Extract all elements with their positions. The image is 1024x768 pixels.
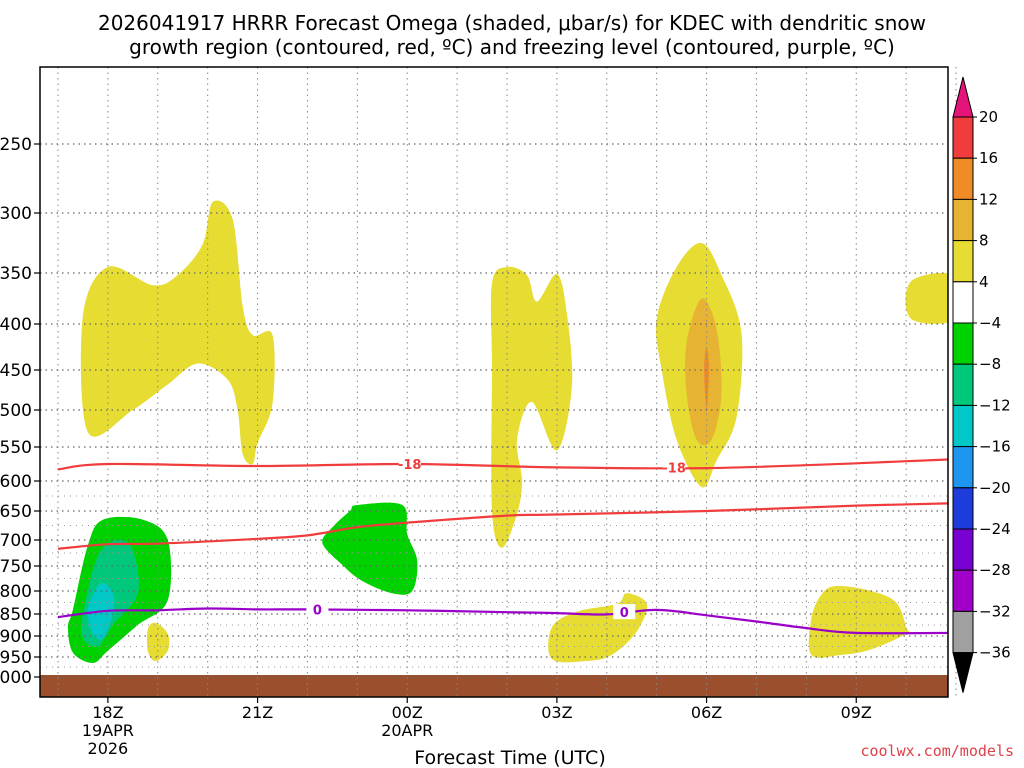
contour-label-red-b-bg <box>663 459 686 475</box>
credit-link[interactable]: coolwx.com/models <box>860 742 1014 760</box>
y-tick-label-450: 450 <box>0 361 32 381</box>
colorbar-segment-10 <box>952 528 974 571</box>
colorbar-segment-3 <box>952 240 974 283</box>
omega-region-green-b <box>322 502 418 595</box>
y-tick-label-600: 600 <box>0 472 32 492</box>
contour-label-red-a: -18 <box>398 458 422 473</box>
colorbar-label-10: −24 <box>979 520 1011 538</box>
x-tick-label-21Z: 21Z <box>242 703 273 722</box>
y-tick-label-350: 350 <box>0 264 32 284</box>
surface-terrain <box>40 675 948 697</box>
omega-region-yellow-b <box>490 266 573 548</box>
colorbar-label-0: 20 <box>979 108 998 126</box>
colorbar-label-3: 8 <box>979 232 989 250</box>
y-tick-label-900: 900 <box>0 627 32 647</box>
colorbar-segment-4 <box>952 281 974 324</box>
colorbar-label-11: −28 <box>979 561 1011 579</box>
colorbar-label-4: 4 <box>979 273 989 291</box>
colorbar-label-1: 16 <box>979 149 998 167</box>
omega-region-yellow-a <box>80 200 275 465</box>
y-tick-label-700: 700 <box>0 531 32 551</box>
contour-labels: -18 -18 0 0 <box>306 456 686 621</box>
y-tick-label-500: 500 <box>0 401 32 421</box>
y-tick-label-850: 850 <box>0 605 32 625</box>
colorbar-segment-12 <box>952 610 974 654</box>
contour-label-purple-b-bg <box>613 604 636 620</box>
x-tick-label-03Z: 03Z <box>541 703 572 722</box>
surface-terrain-fill <box>40 675 948 697</box>
contour-line-2 <box>57 607 948 635</box>
colorbar-segment-6 <box>952 363 974 406</box>
x-tick-label-09Z: 09Z <box>841 703 872 722</box>
colorbar-segment-0 <box>952 116 974 159</box>
contour-line-1 <box>57 502 948 550</box>
contour-label-purple-a-bg <box>306 601 329 617</box>
contour-label-purple-b: 0 <box>620 606 629 621</box>
colorbar-segment-11 <box>952 569 974 612</box>
x-tick-date-00Z: 20APR <box>381 721 433 740</box>
x-tick-label-06Z: 06Z <box>691 703 722 722</box>
colorbar-label-5: −4 <box>979 314 1001 332</box>
contour-lines <box>57 458 948 635</box>
y-tick-label-550: 550 <box>0 438 32 458</box>
colorbar-label-2: 12 <box>979 190 998 208</box>
colorbar-label-6: −8 <box>979 355 1001 373</box>
pressure-axis: 2503003504004505005506006507007508008509… <box>0 135 40 688</box>
dotted-grid <box>40 67 957 697</box>
y-tick-label-750: 750 <box>0 557 32 577</box>
colorbar-segment-7 <box>952 404 974 448</box>
omega-shaded-regions <box>68 200 948 664</box>
colorbar-segment-5 <box>952 322 974 365</box>
colorbar-segment-9 <box>952 487 974 530</box>
omega-region-yellow-d <box>905 273 948 324</box>
y-tick-label-800: 800 <box>0 582 32 602</box>
x-tick-date-18Z: 19APR <box>82 721 134 740</box>
colorbar-label-9: −20 <box>979 479 1011 497</box>
contour-label-red-b: -18 <box>662 461 686 476</box>
omega-region-orange-c <box>685 298 722 446</box>
colorbar-label-13: −36 <box>979 644 1011 662</box>
colorbar-label-8: −16 <box>979 438 1011 456</box>
y-tick-label-300: 300 <box>0 204 32 224</box>
y-tick-label-400: 400 <box>0 315 32 335</box>
x-tick-label-18Z: 18Z <box>92 703 123 722</box>
contour-line-0 <box>57 458 948 471</box>
x-axis-label: Forecast Time (UTC) <box>414 747 605 768</box>
omega-region-yellow-g <box>146 622 170 661</box>
omega-region-yellow-f <box>808 585 910 658</box>
plot-frame <box>39 66 949 698</box>
x-tick-year-18Z: 2026 <box>88 739 129 758</box>
y-tick-label-950: 950 <box>0 648 32 668</box>
colorbar-label-7: −12 <box>979 396 1011 414</box>
colorbar-segment-8 <box>952 446 974 489</box>
colorbar-label-12: −32 <box>979 602 1011 620</box>
y-tick-label-650: 650 <box>0 502 32 522</box>
x-tick-label-00Z: 00Z <box>392 703 423 722</box>
y-tick-label-1000: 1000 <box>0 668 32 688</box>
chart-title-line-1: 2026041917 HRRR Forecast Omega (shaded, … <box>98 11 926 35</box>
colorbar-segment-2 <box>952 198 974 242</box>
contour-label-red-a-bg <box>398 456 421 471</box>
colorbar-bottom-arrow <box>952 652 974 693</box>
y-tick-label-250: 250 <box>0 135 32 155</box>
colorbar-segment-1 <box>952 157 974 200</box>
colorbar: 20 16 12 8 4 −4 −8 −12 −16 −20 −24 −28 −32 −36 <box>952 76 1011 693</box>
chart-title-line-2: growth region (contoured, red, ºC) and f… <box>129 35 895 59</box>
omega-region-orange-c-core <box>704 347 710 410</box>
contour-label-purple-a: 0 <box>313 603 322 618</box>
